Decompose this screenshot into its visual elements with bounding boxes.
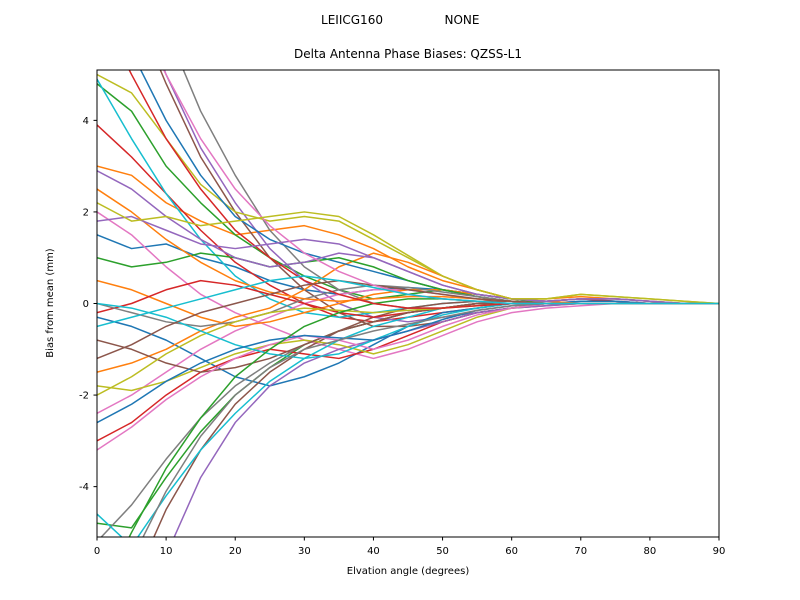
suptitle-station: LEIICG160: [321, 13, 383, 27]
x-tick-label: 20: [229, 546, 242, 557]
y-tick-label: -2: [79, 391, 89, 402]
bias-line-series: [97, 275, 719, 328]
y-tick-label: 2: [83, 207, 89, 218]
x-axis-label: Elvation angle (degrees): [347, 566, 470, 577]
y-axis-label: Bias from mean (mm): [45, 248, 56, 358]
x-tick-label: 60: [505, 546, 518, 557]
x-tick-label: 80: [644, 546, 657, 557]
bias-line-series: [97, 215, 719, 305]
x-tick-label: 30: [298, 546, 311, 557]
x-tick-label: 10: [160, 546, 173, 557]
x-tick-label: 50: [436, 546, 449, 557]
x-tick-label: 70: [574, 546, 587, 557]
y-tick-label: -4: [79, 482, 89, 493]
chart-title: Delta Antenna Phase Biases: QZSS-L1: [294, 47, 522, 61]
y-tick-label: 0: [83, 299, 89, 310]
axis-ticks-group: 0 10 20 30 40 50 60 70 80 90 -4 -2 0 2 4: [79, 116, 725, 557]
x-tick-label: 90: [713, 546, 726, 557]
line-series-group: [97, 70, 719, 537]
suptitle-radome: NONE: [445, 13, 480, 27]
x-tick-label: 0: [94, 546, 100, 557]
x-tick-label: 40: [367, 546, 380, 557]
y-tick-label: 4: [83, 116, 89, 127]
bias-line-series: [97, 202, 719, 305]
